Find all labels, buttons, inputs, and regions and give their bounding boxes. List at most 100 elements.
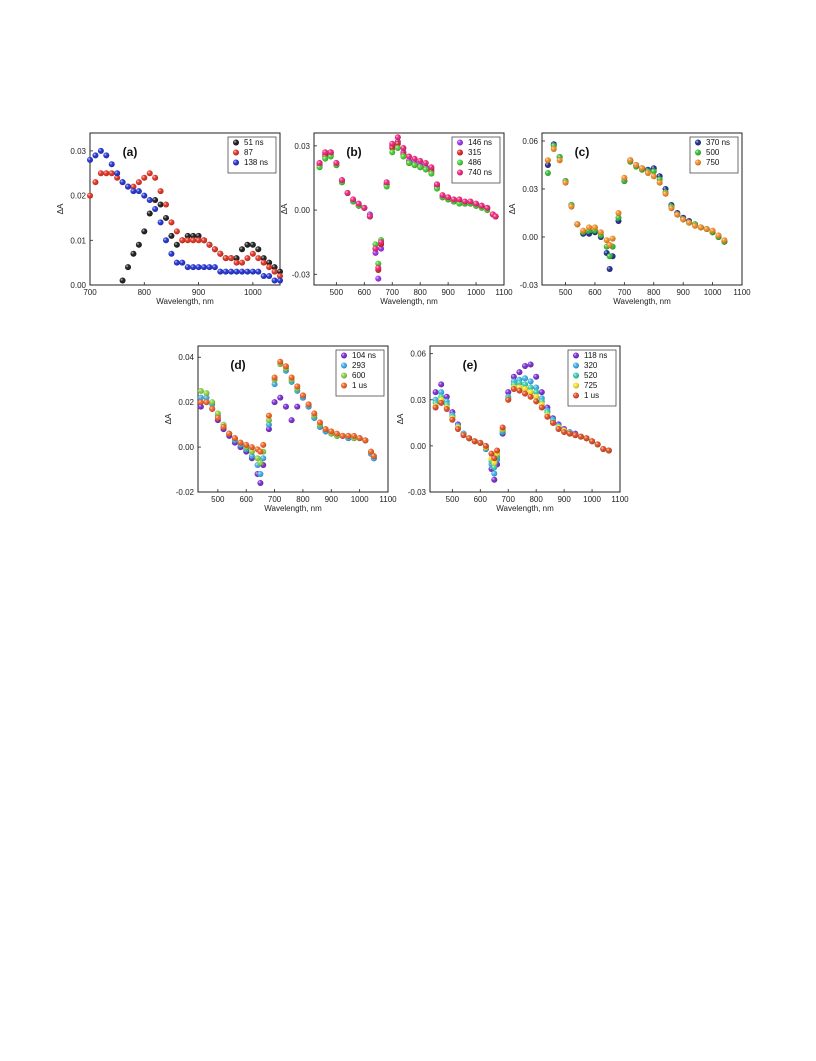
chart-panel: 500 600 700 800 900 1000 1100 -0.03 0.00 0.03 0.06… — [396, 345, 629, 513]
data-point-shade — [533, 384, 540, 391]
data-point-shade — [577, 433, 584, 440]
data-point-shade — [417, 164, 424, 171]
data-point-shade — [197, 387, 204, 394]
data-point-shade — [527, 378, 534, 385]
data-point-shade — [615, 210, 622, 216]
data-point-shade — [439, 192, 446, 199]
data-point-shade — [195, 232, 202, 239]
data-point-shade — [239, 246, 245, 253]
x-tick-label: 1000 — [351, 495, 369, 504]
legend-label: 146 ns — [468, 138, 492, 147]
x-tick-label: 700 — [83, 288, 97, 297]
data-point-shade — [130, 250, 137, 257]
data-point-shade — [589, 438, 596, 445]
data-point-shade — [473, 200, 480, 207]
data-point-shade — [249, 241, 256, 248]
data-point-shade — [703, 226, 710, 232]
data-point-shade — [197, 399, 204, 406]
data-point-shade — [119, 277, 126, 284]
data-point-shade — [449, 416, 456, 423]
data-point-shade — [197, 394, 204, 401]
data-point-shade — [195, 237, 202, 244]
data-point-shade — [362, 437, 369, 444]
plot-frame — [197, 345, 389, 493]
data-point-shade — [639, 165, 645, 172]
legend-label: 293 — [352, 361, 366, 370]
legend-marker-shade — [341, 362, 347, 369]
data-point-shade — [228, 255, 235, 262]
data-point-shade — [299, 392, 306, 399]
x-tick-label: 900 — [557, 495, 571, 504]
legend-label: 520 — [584, 371, 598, 380]
data-point-shade — [254, 455, 261, 462]
data-point-shade — [197, 403, 204, 410]
data-point-shade — [239, 268, 245, 275]
data-point-shade — [674, 211, 681, 218]
data-point-shade — [190, 237, 197, 244]
data-point-shade — [375, 260, 382, 267]
data-point-shade — [333, 430, 340, 437]
data-point-shade — [494, 447, 501, 454]
data-points — [432, 361, 612, 483]
data-point-shade — [103, 170, 110, 177]
data-point-shade — [522, 390, 528, 397]
data-point-shade — [265, 421, 272, 428]
data-point-shade — [239, 259, 245, 266]
data-point-shade — [522, 362, 528, 369]
data-point-shade — [266, 259, 273, 266]
data-point-shade — [222, 255, 229, 262]
data-point-shade — [282, 363, 289, 370]
data-point-shade — [361, 204, 368, 211]
data-point-shade — [203, 394, 210, 401]
data-point-shade — [163, 214, 169, 221]
data-point-shade — [691, 222, 698, 229]
x-tick-label: 500 — [211, 495, 225, 504]
legend-marker-shade — [573, 352, 579, 359]
data-point-shade — [394, 134, 401, 141]
data-point-shade — [228, 268, 235, 275]
x-tick-label: 900 — [192, 288, 206, 297]
legend-label: 725 — [584, 381, 598, 390]
x-tick-label: 1000 — [467, 288, 485, 297]
x-tick-label: 900 — [325, 495, 339, 504]
data-point-shade — [600, 445, 607, 452]
data-point-shade — [288, 374, 295, 381]
y-tick-label: 0.06 — [410, 350, 426, 359]
data-point-shade — [119, 179, 126, 186]
data-point-shade — [656, 179, 663, 186]
x-tick-label: 1100 — [379, 495, 397, 504]
panel-label: (e) — [463, 358, 478, 372]
data-point-shade — [478, 202, 485, 209]
legend-label: 1 us — [584, 391, 599, 400]
x-tick-label: 700 — [502, 495, 516, 504]
data-point-shade — [201, 264, 207, 271]
data-point-shade — [249, 268, 256, 275]
data-point-shade — [378, 239, 385, 246]
data-point-shade — [203, 390, 210, 397]
data-point-shade — [125, 183, 131, 190]
y-tick-label: 0.02 — [70, 192, 86, 201]
data-point-shade — [491, 470, 498, 477]
legend-label: 104 ns — [352, 351, 376, 360]
data-point-shade — [173, 241, 180, 248]
y-tick-label: 0.03 — [410, 396, 426, 405]
x-tick-label: 1000 — [583, 495, 601, 504]
data-point-shade — [527, 361, 534, 368]
data-point-shade — [586, 224, 593, 231]
data-point-shade — [248, 453, 255, 460]
data-point-shade — [92, 179, 99, 186]
data-point-shade — [594, 441, 601, 448]
data-point-shade — [378, 245, 385, 252]
data-point-shade — [488, 450, 495, 457]
data-point-shade — [271, 399, 278, 406]
data-point-shade — [214, 414, 221, 421]
legend-label: 750 — [706, 158, 720, 167]
data-point-shade — [244, 268, 251, 275]
data-point-shade — [282, 403, 289, 410]
data-point-shade — [135, 179, 142, 186]
x-tick-label: 900 — [441, 288, 455, 297]
data-point-shade — [686, 219, 693, 226]
data-point-shade — [277, 268, 283, 275]
data-point-shade — [316, 164, 323, 171]
